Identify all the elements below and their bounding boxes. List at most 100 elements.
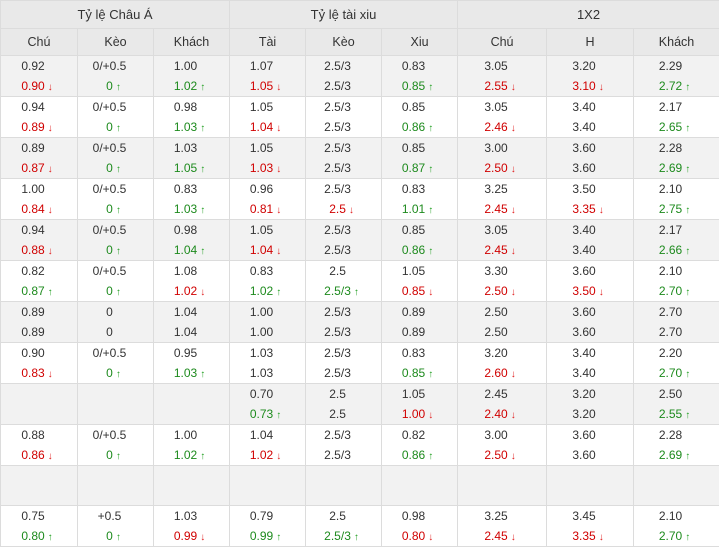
opening-odds: 1.07 [230,56,305,76]
group-header-asian-handicap: Tỷ lệ Châu Á [1,1,230,29]
current-odds: 0↑ [78,363,153,383]
arrow-down-icon: ↓ [200,283,209,302]
odds-value: 1.03 [250,346,273,360]
odds-value: 2.50 [484,161,507,175]
odds-value: 1.04 [174,305,197,319]
arrow-up-icon: ↑ [428,242,437,261]
current-odds: 0.83↓ [1,363,77,383]
opening-odds: 0.98 [154,97,229,117]
arrow-up-icon: ↑ [200,242,209,261]
odds-value: 3.40 [572,366,595,380]
current-odds: 1.01↑ [382,199,457,219]
arrow-up-icon: ↑ [685,78,694,97]
arrow-down-icon: ↓ [511,365,520,384]
odds-value: 0 [106,448,113,462]
arrow-up-icon: ↑ [685,447,694,466]
odds-value: 3.40 [572,243,595,257]
current-odds: 0↑ [78,76,153,96]
opening-odds: 2.5/3 [306,343,381,363]
opening-odds: 0/+0.5 [78,138,153,158]
current-odds: 0.89 [382,322,457,342]
odds-value: 0.92 [21,59,44,73]
odds-value: 0 [106,161,113,175]
table-row-empty [1,466,719,506]
opening-odds: 2.5/3 [306,302,381,322]
opening-odds: 0.88 [1,425,77,445]
opening-odds: 2.5 [306,384,381,404]
opening-odds: 0.79 [230,506,305,526]
arrow-down-icon: ↓ [511,447,520,466]
arrow-up-icon: ↑ [116,201,125,220]
arrow-down-icon: ↓ [276,201,285,220]
odds-value: 0.87 [21,161,44,175]
odds-value: 2.70 [659,529,682,543]
arrow-up-icon: ↑ [685,365,694,384]
current-odds: 1.03↓ [230,158,305,178]
odds-value: 1.00 [250,325,273,339]
arrow-down-icon: ↓ [276,447,285,466]
current-odds: 2.50↓ [458,158,546,178]
opening-odds: 2.5 [306,261,381,281]
odds-value: 2.5/3 [324,284,351,298]
cell-handicap [78,384,154,425]
current-odds: 2.60↓ [458,363,546,383]
arrow-down-icon: ↓ [511,119,520,138]
col-header-under: Xiu [382,29,458,56]
odds-value: 0.84 [21,202,44,216]
odds-value: 2.70 [659,366,682,380]
odds-value: 0/+0.5 [93,100,127,114]
odds-value: 1.04 [250,120,273,134]
arrow-up-icon: ↑ [428,201,437,220]
odds-value: 2.5/3 [324,243,351,257]
arrow-up-icon: ↑ [116,528,125,547]
opening-odds: 2.50 [634,384,719,404]
opening-odds: 0.96 [230,179,305,199]
arrow-down-icon: ↓ [599,78,608,97]
odds-value: 0.82 [21,264,44,278]
odds-value: 0/+0.5 [93,141,127,155]
odds-value: 0/+0.5 [93,223,127,237]
odds-value: 0.96 [250,182,273,196]
odds-value: 0.86 [402,120,425,134]
opening-odds: 0.92 [1,56,77,76]
odds-value: 2.70 [659,284,682,298]
opening-odds: 3.00 [458,138,546,158]
odds-value: 0.81 [250,202,273,216]
opening-odds: 2.45 [458,384,546,404]
odds-value: 0.89 [21,305,44,319]
odds-value: 0.80 [21,529,44,543]
col-header-away: Khách [154,29,230,56]
odds-value: 2.5/3 [324,161,351,175]
cell-home [1,466,78,506]
cell-away [154,466,230,506]
current-odds: 3.35↓ [547,199,633,219]
odds-value: 3.60 [572,325,595,339]
odds-value: 2.5/3 [324,448,351,462]
odds-value: 2.29 [659,59,682,73]
arrow-up-icon: ↑ [116,160,125,179]
odds-value: 1.04 [250,428,273,442]
opening-odds: 1.03 [154,138,229,158]
odds-value: 2.28 [659,428,682,442]
opening-odds: 0.89 [1,302,77,322]
arrow-up-icon: ↑ [116,78,125,97]
arrow-down-icon: ↓ [48,160,57,179]
cell-over: 0.96 0.81↓ [230,179,306,220]
